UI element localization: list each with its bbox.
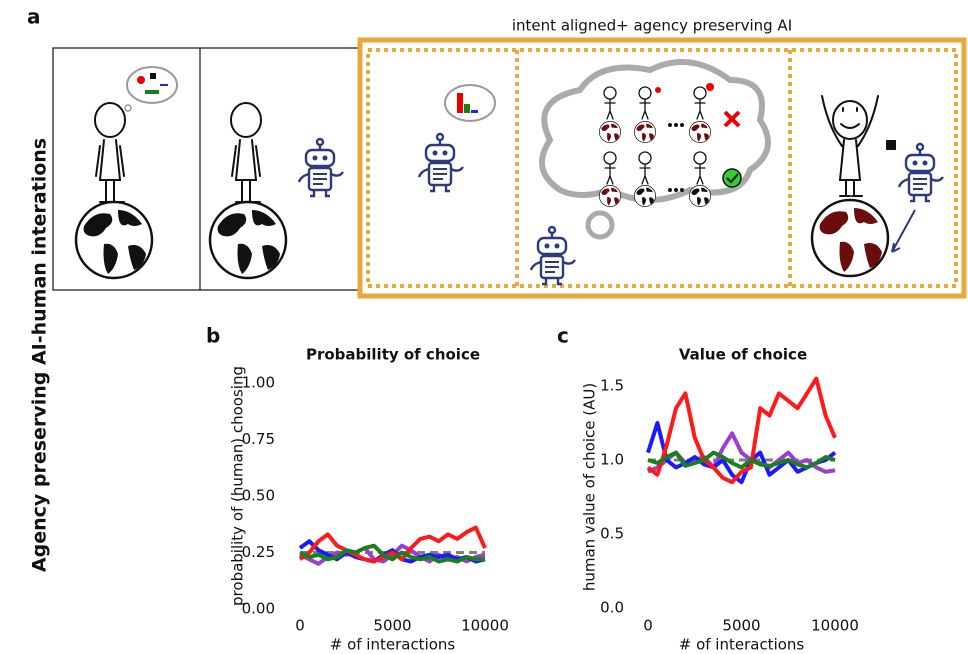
banner: intent aligned+ agency preserving AI — [512, 17, 792, 35]
person — [230, 102, 262, 203]
globe — [208, 200, 288, 280]
line-series — [646, 421, 837, 485]
side-label: Agency preserving AI-human interations — [29, 138, 51, 572]
panel-label: c — [557, 324, 569, 348]
line-series — [299, 543, 485, 564]
y-axis-label: human value of choice (AU) — [581, 383, 599, 591]
y-tick-label: 0.50 — [242, 487, 275, 505]
big-thought — [539, 59, 771, 240]
x-axis-label: # of interactions — [679, 636, 805, 654]
thought — [124, 66, 178, 112]
line-series — [298, 525, 487, 564]
y-tick-label: 1.00 — [242, 374, 275, 392]
thought — [444, 84, 496, 122]
y-tick-label: 0.5 — [600, 525, 624, 543]
x-axis-label: # of interactions — [330, 636, 456, 654]
y-tick-label: 1.5 — [600, 377, 624, 395]
arrow — [891, 209, 916, 253]
y-axis-label: probability of (human) choosing — [229, 366, 247, 606]
line-series — [646, 376, 837, 485]
x-tick-label: 10000 — [811, 617, 859, 635]
x-tick-label: 0 — [295, 617, 305, 635]
line-series — [298, 539, 486, 564]
x-tick-label: 0 — [643, 617, 653, 635]
y-tick-label: 0.75 — [242, 430, 275, 448]
line-series — [647, 450, 836, 470]
panel-label: a — [27, 5, 41, 29]
person — [94, 102, 126, 203]
x-tick-label: 10000 — [461, 617, 509, 635]
y-tick-label: 0.0 — [600, 599, 624, 617]
robot — [297, 137, 345, 198]
y-tick-label: 0.25 — [242, 543, 275, 561]
x-tick-label: 5000 — [373, 617, 411, 635]
y-tick-label: 0.00 — [242, 600, 275, 618]
chart-title: Value of choice — [679, 346, 807, 364]
square — [886, 140, 896, 150]
globe — [810, 198, 890, 278]
globe — [74, 200, 154, 280]
chart-title: Probability of choice — [306, 346, 480, 364]
panel-label: b — [206, 324, 220, 348]
cheering-person — [821, 95, 879, 197]
inner-frame — [366, 48, 958, 288]
x-tick-label: 5000 — [722, 617, 760, 635]
y-tick-label: 1.0 — [600, 451, 624, 469]
